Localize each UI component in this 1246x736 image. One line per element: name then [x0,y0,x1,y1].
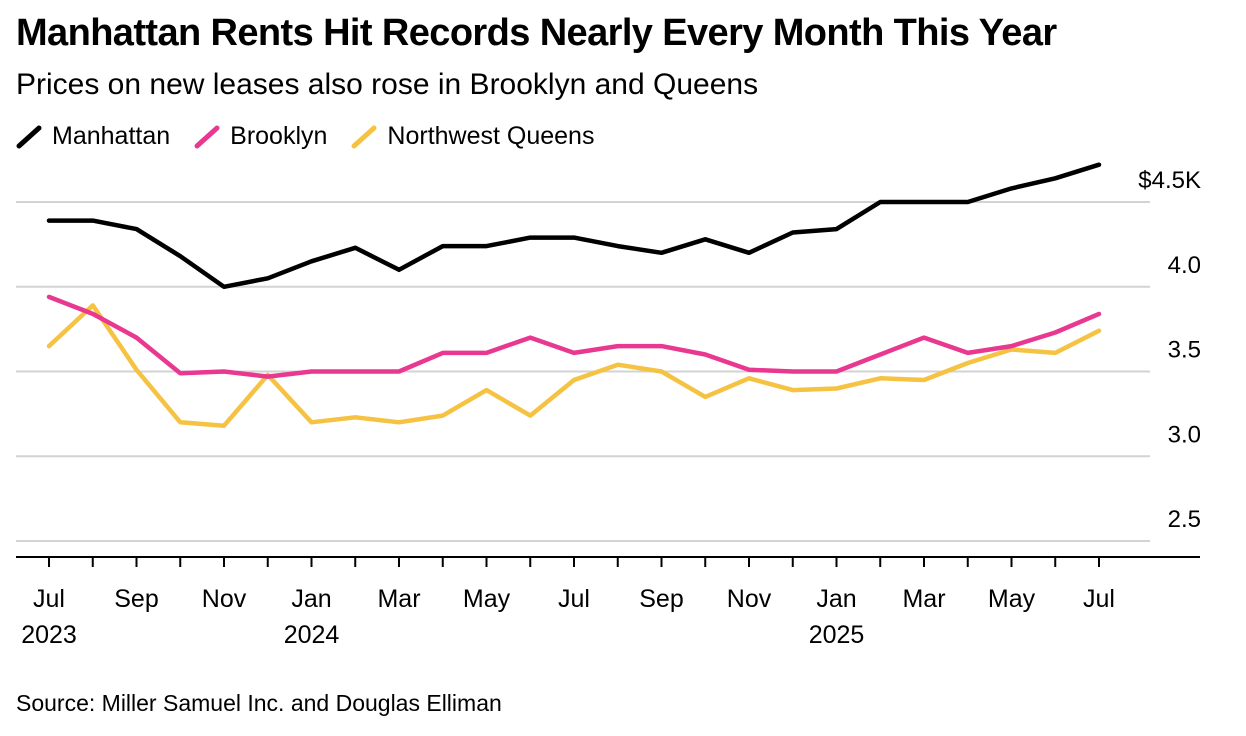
legend-label-brooklyn: Brooklyn [230,122,328,150]
x-tick-label: Mar [377,585,420,613]
x-tick-label: Jul [33,585,65,613]
series-line-manhattan [46,162,1102,290]
y-tick-label: $4.5K [1138,167,1201,194]
x-tick-label: May [463,585,511,613]
x-tick-label: Sep [114,585,158,613]
line-chart: 2.5 3.0 3.5 4.0 $4.5K Jul 2023 Sep Nov Jan 2024 Mar… [16,162,1201,649]
x-tick-label: Nov [727,585,772,613]
x-tick-year-label: 2025 [809,621,865,649]
chart-title: Manhattan Rents Hit Records Nearly Every… [16,12,1057,54]
y-tick-label: 3.0 [1168,421,1201,448]
x-tick-label: Nov [202,585,247,613]
legend-item-brooklyn: Brooklyn [194,122,327,151]
x-tick-label: Jul [558,585,590,613]
x-tick-label: May [988,585,1036,613]
y-tick-label: 2.5 [1168,506,1201,533]
legend: Manhattan Brooklyn Northwest Queens [16,122,618,151]
series-line-brooklyn [46,294,1102,379]
y-tick-label: 4.0 [1168,252,1201,279]
series-line-northwest-queens [46,303,1102,428]
y-tick-label: 3.5 [1168,337,1201,364]
legend-swatch-northwest-queens [351,125,377,148]
legend-swatch-manhattan [16,125,42,148]
legend-label-manhattan: Manhattan [52,122,171,150]
legend-swatch-brooklyn [194,125,220,148]
x-tick-label: Jul [1083,585,1115,613]
chart-subtitle: Prices on new leases also rose in Brookl… [16,68,759,101]
x-tick-label: Sep [639,585,683,613]
legend-label-northwest-queens: Northwest Queens [387,122,595,150]
legend-item-northwest-queens: Northwest Queens [351,122,594,151]
x-tick-year-label: 2024 [284,621,340,649]
x-tick-year-label: 2023 [21,621,77,649]
x-tick-label: Jan [816,585,856,613]
legend-item-manhattan: Manhattan [16,122,170,151]
x-tick-label: Jan [291,585,331,613]
source-note: Source: Miller Samuel Inc. and Douglas E… [16,690,502,716]
x-tick-label: Mar [902,585,945,613]
